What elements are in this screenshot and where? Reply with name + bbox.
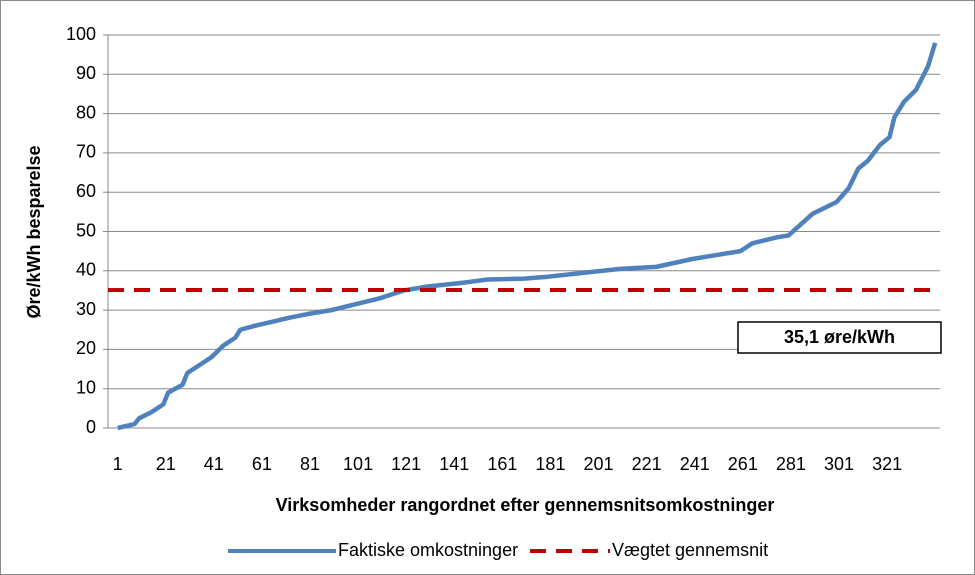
x-tick-label: 261 [728, 454, 758, 474]
y-tick-label: 40 [76, 260, 96, 280]
x-tick-label: 201 [584, 454, 614, 474]
x-tick-label: 41 [204, 454, 224, 474]
y-tick-label: 90 [76, 63, 96, 83]
y-axis-label: Øre/kWh besparelse [24, 145, 44, 318]
x-tick-label: 221 [632, 454, 662, 474]
x-tick-label: 121 [391, 454, 421, 474]
data-line [117, 42, 938, 431]
x-tick-label: 81 [300, 454, 320, 474]
annotation-box [737, 321, 942, 354]
y-tick-label: 10 [76, 377, 96, 397]
x-tick-label: 101 [343, 454, 373, 474]
y-tick-label: 20 [76, 338, 96, 358]
x-tick-label: 241 [680, 454, 710, 474]
x-tick-label: 141 [439, 454, 469, 474]
x-tick-label: 161 [487, 454, 517, 474]
x-tick-label: 61 [252, 454, 272, 474]
y-tick-label: 100 [66, 24, 96, 44]
y-tick-label: 30 [76, 299, 96, 319]
x-tick-label: 181 [535, 454, 565, 474]
x-axis-label: Virksomheder rangordnet efter gennemsnit… [276, 495, 775, 515]
y-tick-label: 60 [76, 181, 96, 201]
x-tick-label: 321 [872, 454, 902, 474]
y-tick-label: 0 [86, 417, 96, 437]
y-tick-label: 70 [76, 142, 96, 162]
legend-label: Vægtet gennemsnit [612, 540, 768, 560]
y-tick-label: 50 [76, 220, 96, 240]
x-tick-label: 21 [156, 454, 176, 474]
annotation: 35,1 øre/kWh [784, 327, 895, 347]
x-tick-label: 281 [776, 454, 806, 474]
x-tick-label: 1 [113, 454, 123, 474]
y-tick-label: 80 [76, 102, 96, 122]
legend-label: Faktiske omkostninger [338, 540, 518, 560]
x-tick-label: 301 [824, 454, 854, 474]
